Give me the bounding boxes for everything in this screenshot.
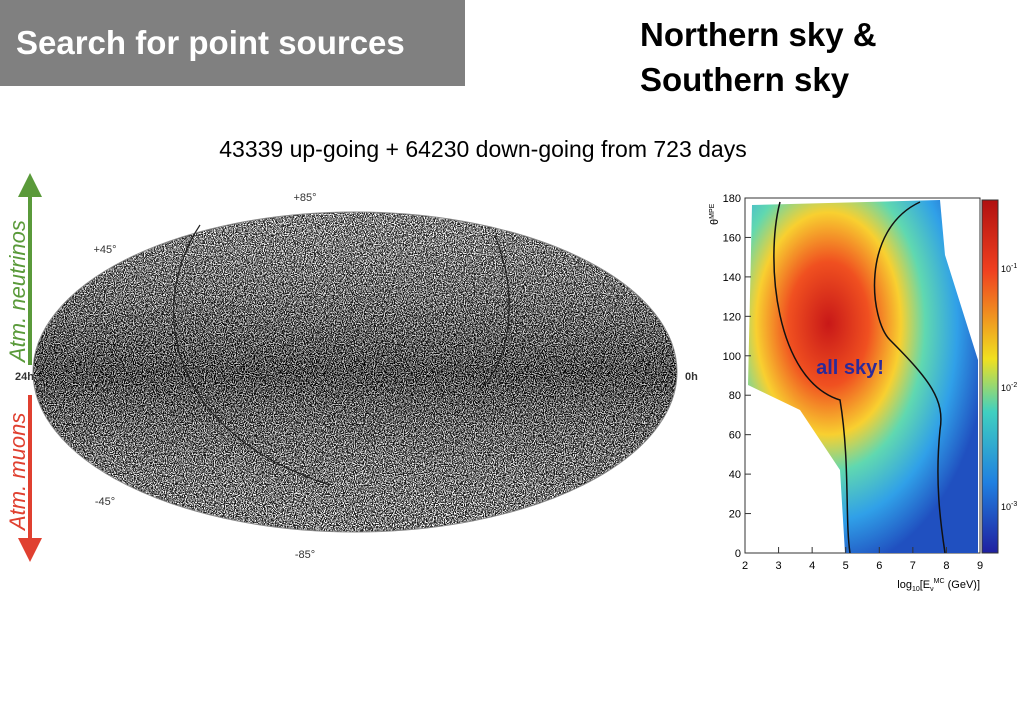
subtitle-line: Northern sky &	[640, 16, 877, 53]
label: +45°	[93, 244, 116, 256]
label: -45°	[95, 496, 115, 508]
label: 24h	[15, 371, 34, 383]
y-tick-label: 60	[729, 430, 741, 442]
galactic-plane	[173, 224, 510, 486]
x-label-part: log	[897, 579, 912, 591]
x-tick-label: 8	[943, 560, 949, 572]
x-axis-label: log10[EνMC (GeV)]	[897, 578, 980, 593]
y-tick-label: 80	[729, 390, 741, 402]
x-label-part: [E	[920, 579, 930, 591]
x-tick-label: 3	[776, 560, 782, 572]
x-label-part: 10	[912, 586, 920, 593]
arrow-label: Atm. muons	[5, 413, 30, 532]
y-tick-label: 120	[723, 311, 741, 323]
colorbar-label: 10-3	[1001, 501, 1017, 512]
x-label-part: (GeV)]	[945, 579, 980, 591]
x-label-part: ν	[930, 586, 934, 593]
title-bar: Search for point sources	[0, 0, 465, 86]
colorbar-exp: -1	[1011, 263, 1017, 270]
skymap-title: 43339 up-going + 64230 down-going from 7…	[219, 136, 746, 162]
colorbar-label: 10-2	[1001, 382, 1017, 393]
y-label-symbol: θ	[709, 219, 721, 225]
y-tick-label: 100	[723, 351, 741, 363]
arrow-label: Atm. neutrinos	[5, 220, 30, 364]
x-tick-label: 5	[843, 560, 849, 572]
skymap-labels: +85° +45° 24h 0h -45° -85°	[15, 192, 698, 561]
x-tick-label: 7	[910, 560, 916, 572]
x-tick-label: 4	[809, 560, 815, 572]
x-label-part: MC	[934, 578, 945, 585]
x-tick-label: 9	[977, 560, 983, 572]
x-tick-label: 6	[876, 560, 882, 572]
colorbar-base: 10	[1001, 264, 1011, 274]
annotation: all sky!	[816, 357, 884, 379]
colorbar-label: 10-1	[1001, 263, 1017, 274]
y-tick-label: 40	[729, 469, 741, 481]
colorbar-exp: -2	[1011, 382, 1017, 389]
subtitle: Northern sky & Southern sky	[640, 12, 877, 102]
subtitle-line: Southern sky	[640, 61, 850, 98]
y-tick-label: 160	[723, 232, 741, 244]
colorbar-exp: -3	[1011, 501, 1017, 508]
y-tick-label: 20	[729, 509, 741, 521]
y-axis-label: θMPE	[709, 203, 721, 225]
label: +85°	[293, 192, 316, 204]
colorbar-base: 10	[1001, 383, 1011, 393]
y-tick-label: 0	[735, 548, 741, 560]
title: Search for point sources	[16, 24, 405, 61]
label: -85°	[295, 549, 315, 561]
label: 0h	[685, 371, 698, 383]
x-tick-label: 2	[742, 560, 748, 572]
skymap-border	[32, 211, 678, 533]
skymap	[33, 212, 677, 532]
y-tick-label: 180	[723, 193, 741, 205]
y-tick-label: 140	[723, 272, 741, 284]
heatmap: all sky! θMPE log10[EνMC (GeV)] 02040608…	[709, 193, 1017, 593]
colorbar-base: 10	[1001, 502, 1011, 512]
y-label-sup: MPE	[709, 203, 716, 219]
